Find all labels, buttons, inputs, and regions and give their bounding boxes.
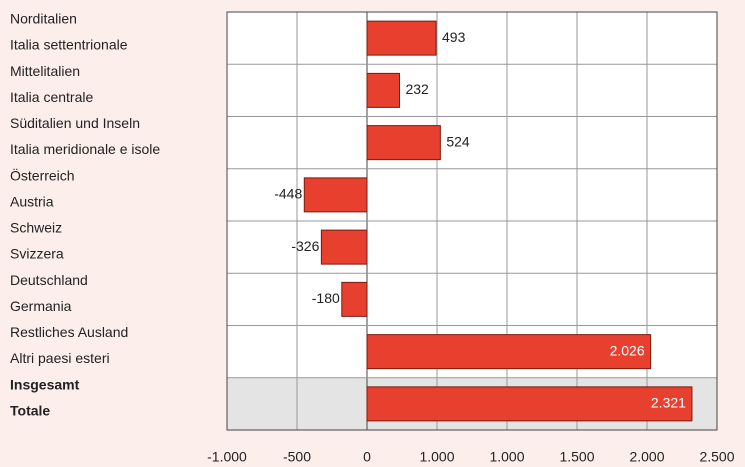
value-label: 2.321 <box>651 395 686 411</box>
x-tick-label: 2.000 <box>629 449 664 465</box>
x-tick-label: 1.000 <box>489 449 524 465</box>
category-label: Restliches Ausland <box>10 324 128 340</box>
bar <box>303 177 368 213</box>
bar <box>341 281 368 317</box>
category-label: Italia settentrionale <box>10 37 128 53</box>
value-label: 232 <box>405 81 429 97</box>
category-label: Insgesamt <box>10 376 80 392</box>
bar <box>320 229 368 265</box>
category-label: Mittelitalien <box>10 63 80 79</box>
bar <box>366 125 441 161</box>
x-tick-label: -1.000 <box>207 449 247 465</box>
value-label: 524 <box>446 133 470 149</box>
bar <box>366 72 400 108</box>
bar <box>366 334 652 370</box>
value-label: -180 <box>312 290 340 306</box>
category-label: Österreich <box>10 166 75 183</box>
bar <box>366 20 437 56</box>
x-tick-label: -500 <box>283 449 311 465</box>
plot-frame <box>226 11 718 431</box>
category-label: Deutschland <box>10 272 88 288</box>
value-label: 2.026 <box>610 342 645 358</box>
category-label: Germania <box>10 298 72 314</box>
x-tick-label: 0 <box>363 449 371 465</box>
value-label: 493 <box>442 29 466 45</box>
category-label: Svizzera <box>10 246 64 262</box>
category-label: Norditalien <box>10 11 77 27</box>
bar <box>366 386 693 422</box>
category-label: Schweiz <box>10 220 62 236</box>
category-label: Altri paesi esteri <box>10 350 110 366</box>
category-label: Italia centrale <box>10 89 93 105</box>
category-label: Totale <box>10 402 50 418</box>
x-tick-label: 2.500 <box>699 449 734 465</box>
x-tick-label: 1.500 <box>559 449 594 465</box>
category-label: Italia meridionale e isole <box>10 141 160 157</box>
x-tick-label: 1.000 <box>419 449 454 465</box>
value-label: -448 <box>274 186 302 202</box>
category-label: Süditalien und Inseln <box>10 115 140 131</box>
category-label: Austria <box>10 193 54 209</box>
value-label: -326 <box>291 238 319 254</box>
